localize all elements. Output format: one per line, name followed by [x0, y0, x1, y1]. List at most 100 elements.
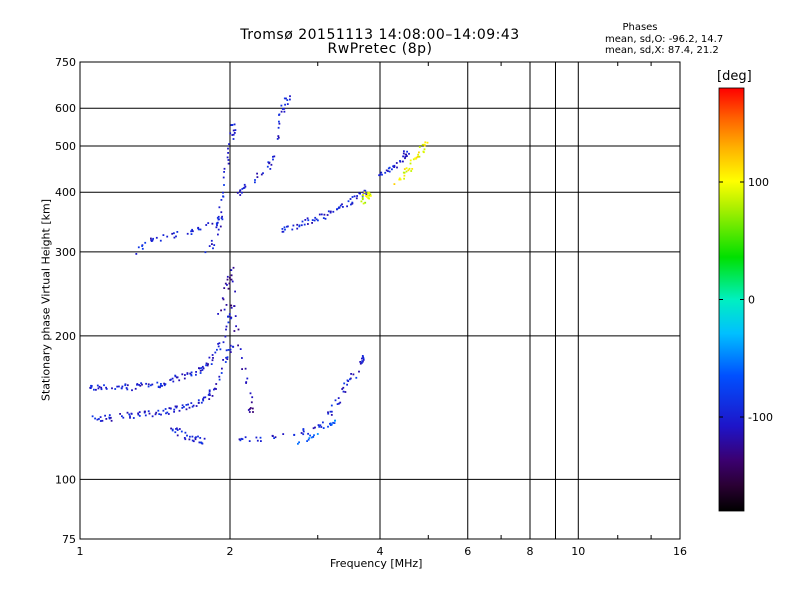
data-point [327, 425, 329, 428]
data-point [215, 383, 218, 385]
data-point [412, 158, 415, 161]
data-point [251, 407, 254, 410]
data-point [222, 195, 225, 198]
data-point [184, 431, 187, 434]
data-point [248, 440, 251, 442]
data-point [176, 231, 179, 233]
data-point [160, 383, 162, 385]
colorbar-label: [deg] [717, 69, 752, 84]
data-point [218, 375, 221, 378]
data-point [250, 401, 253, 404]
data-point [346, 383, 348, 386]
data-point [168, 407, 171, 409]
data-point [199, 437, 202, 439]
data-point [231, 124, 234, 126]
data-point [148, 412, 151, 415]
data-point [309, 434, 311, 437]
data-point [181, 407, 184, 409]
data-point [259, 436, 262, 439]
data-point [407, 169, 410, 172]
data-point [380, 171, 383, 174]
data-point [170, 427, 172, 430]
data-point [287, 225, 289, 228]
data-point [169, 407, 172, 410]
data-point [116, 385, 119, 388]
data-point [98, 385, 101, 388]
data-point [399, 178, 402, 181]
data-point [208, 245, 211, 247]
data-point [260, 173, 263, 176]
data-point [155, 236, 158, 239]
data-point [358, 192, 361, 195]
chart-title: Tromsø 20151113 14:08:00–14:09:43 [240, 27, 520, 43]
data-point [234, 129, 237, 131]
data-point [220, 217, 223, 219]
data-point [249, 392, 252, 395]
data-point [223, 171, 225, 173]
data-point [221, 215, 223, 218]
data-point [162, 234, 165, 236]
data-point [214, 351, 217, 354]
data-point [192, 230, 194, 233]
data-point [188, 438, 191, 441]
data-point [355, 376, 358, 379]
data-point [211, 222, 214, 225]
data-point [356, 195, 358, 197]
data-point [229, 348, 232, 351]
data-point [316, 433, 319, 435]
data-point [140, 382, 142, 385]
data-point [105, 418, 108, 420]
data-point [207, 363, 209, 365]
data-point [330, 410, 333, 413]
data-point [105, 388, 108, 390]
data-point [330, 404, 333, 407]
data-point [217, 313, 219, 315]
data-point [298, 225, 301, 228]
data-point [199, 441, 202, 444]
data-point [272, 158, 274, 161]
data-point [311, 222, 313, 224]
data-point [205, 224, 208, 226]
data-point [141, 245, 143, 247]
data-point [227, 315, 229, 318]
data-point [218, 342, 221, 345]
data-point [173, 410, 175, 413]
data-point [195, 371, 197, 373]
data-point [361, 355, 364, 357]
data-point [229, 344, 232, 347]
data-point [424, 141, 427, 144]
data-point [235, 325, 237, 328]
data-point [208, 356, 211, 359]
data-point [231, 134, 234, 136]
data-point [154, 413, 157, 416]
data-point [369, 193, 372, 196]
data-point [201, 365, 204, 368]
data-point [150, 237, 152, 240]
data-point [391, 168, 393, 171]
data-point [229, 351, 232, 353]
data-point [152, 237, 154, 240]
data-point [191, 439, 194, 442]
data-point [280, 110, 283, 113]
data-point [226, 358, 229, 360]
data-point [226, 275, 229, 278]
data-point [302, 433, 305, 436]
data-point [308, 437, 311, 439]
data-point [254, 181, 256, 184]
data-point [330, 414, 333, 416]
data-point [190, 230, 192, 233]
data-point [100, 388, 103, 391]
data-point [206, 364, 209, 367]
data-point [195, 405, 198, 407]
data-point [245, 382, 247, 384]
data-point [143, 410, 146, 413]
y-tick-label: 600 [55, 102, 76, 115]
data-point [353, 195, 356, 198]
data-point [300, 224, 303, 227]
data-point [157, 409, 160, 412]
data-point [223, 287, 226, 289]
data-point [163, 384, 166, 387]
data-point [367, 197, 370, 199]
data-point [307, 438, 310, 441]
data-point [349, 378, 351, 381]
